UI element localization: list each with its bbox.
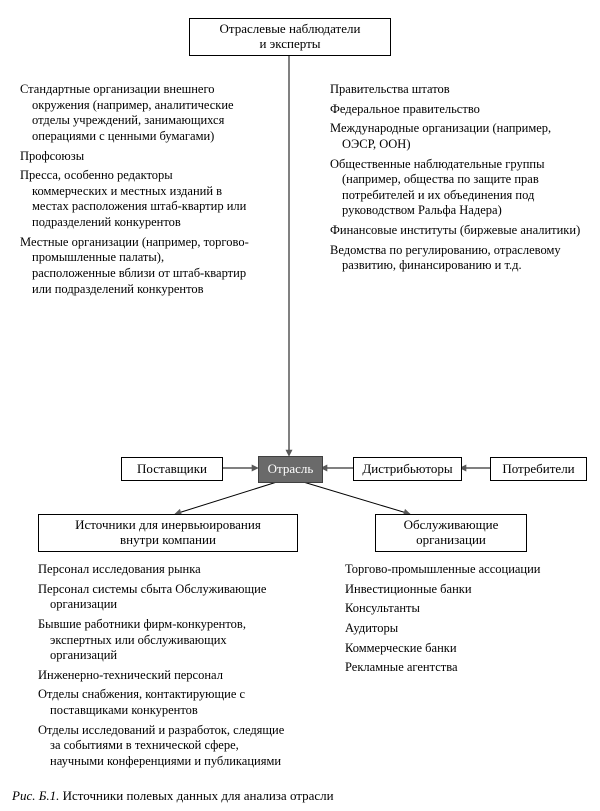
left-list-item: Профсоюзы [20, 149, 250, 165]
left-list-item: Местные организации (например, торгово-п… [20, 235, 250, 298]
internal-list-item: Отделы исследований и разработок, следящ… [38, 723, 293, 770]
service-list-item: Инвестиционные банки [345, 582, 580, 598]
node-suppliers-label: Поставщики [137, 462, 207, 477]
node-industry: Отрасль [258, 456, 323, 483]
figure-caption: Рис. Б.1. Источники полевых данных для а… [12, 788, 334, 804]
internal-list-item: Персонал системы сбыта Обслуживающие орг… [38, 582, 293, 613]
service-list-item: Аудиторы [345, 621, 580, 637]
internal-list-item: Бывшие работники фирм-конкурентов, экспе… [38, 617, 293, 664]
internal-list: Персонал исследования рынка Персонал сис… [38, 562, 293, 774]
node-distributors: Дистрибьюторы [353, 457, 462, 481]
internal-list-item: Персонал исследования рынка [38, 562, 293, 578]
node-internal: Источники для инервьюирования внутри ком… [38, 514, 298, 552]
left-list-item: Пресса, особенно редакторы коммерческих … [20, 168, 250, 231]
internal-list-item: Инженерно-технический персонал [38, 668, 293, 684]
node-consumers-label: Потребители [502, 462, 574, 477]
right-list-item: Общественные наблюдательные группы (напр… [330, 157, 588, 220]
node-internal-label-2: внутри компании [120, 532, 216, 547]
node-top-label-2: и эксперты [259, 36, 320, 51]
right-list: Правительства штатов Федеральное правите… [330, 82, 588, 278]
internal-list-item: Отделы снабжения, контактирующие с поста… [38, 687, 293, 718]
service-list-item: Рекламные агентства [345, 660, 580, 676]
node-suppliers: Поставщики [121, 457, 223, 481]
service-list-item: Торгово-промышленные ассоциации [345, 562, 580, 578]
right-list-item: Международные организации (например, ОЭС… [330, 121, 588, 152]
figure-caption-text: Источники полевых данных для анализа отр… [63, 788, 334, 803]
right-list-item: Ведомства по регулированию, отраслевому … [330, 243, 588, 274]
service-list-item: Коммерческие банки [345, 641, 580, 657]
service-list-item: Консультанты [345, 601, 580, 617]
right-list-item: Правительства штатов [330, 82, 588, 98]
node-top: Отраслевые наблюдатели и эксперты [189, 18, 391, 56]
figure-caption-label: Рис. Б.1. [12, 788, 59, 803]
service-list: Торгово-промышленные ассоциации Инвестиц… [345, 562, 580, 680]
node-service-label-2: организации [416, 532, 486, 547]
left-list-item: Стандартные организации внешнего окружен… [20, 82, 250, 145]
node-service: Обслуживающие организации [375, 514, 527, 552]
node-top-label-1: Отраслевые наблюдатели [220, 21, 361, 36]
node-distributors-label: Дистрибьюторы [362, 462, 452, 477]
left-list: Стандартные организации внешнего окружен… [20, 82, 250, 301]
right-list-item: Финансовые институты (биржевые аналитики… [330, 223, 588, 239]
right-list-item: Федеральное правительство [330, 102, 588, 118]
node-service-label-1: Обслуживающие [404, 517, 499, 532]
node-consumers: Потребители [490, 457, 587, 481]
node-industry-label: Отрасль [268, 462, 314, 477]
node-internal-label-1: Источники для инервьюирования [75, 517, 261, 532]
